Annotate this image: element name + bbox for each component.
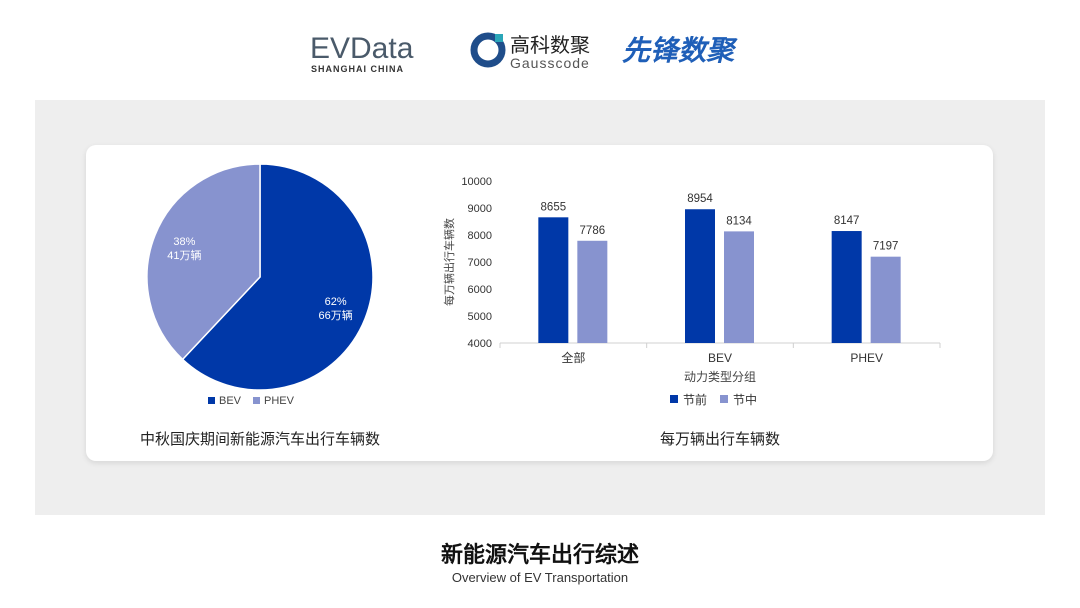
- y-tick-label: 4000: [468, 338, 492, 350]
- legend-label: 节前: [683, 392, 707, 407]
- legend-label: BEV: [219, 395, 242, 407]
- pie-slice-phev: [146, 163, 261, 361]
- svg-text:EVData: EVData: [310, 32, 414, 65]
- pie-label-count: 41万辆: [167, 248, 201, 262]
- pie-slice-bev: [181, 163, 374, 391]
- y-tick-label: 8000: [468, 230, 492, 242]
- x-tick-label: 全部: [561, 350, 585, 365]
- x-tick-label: PHEV: [850, 351, 883, 365]
- bar-value-label: 8134: [726, 215, 752, 227]
- bar-value-label: 7786: [580, 225, 606, 237]
- svg-text:高科数聚: 高科数聚: [510, 34, 590, 57]
- y-tick-label: 6000: [468, 284, 492, 296]
- legend-label: PHEV: [264, 395, 295, 407]
- page-subtitle: Overview of EV Transportation: [451, 570, 629, 585]
- y-tick-label: 7000: [468, 257, 492, 269]
- gausscode-logo: 高科数聚 Gausscode: [470, 32, 590, 71]
- svg-text:SHANGHAI CHINA: SHANGHAI CHINA: [311, 64, 404, 74]
- bar: [685, 209, 715, 343]
- xianfeng-logo: 先锋数聚: [622, 35, 738, 66]
- legend-swatch: [720, 395, 728, 403]
- legend-swatch: [670, 395, 678, 403]
- bar: [870, 256, 901, 343]
- x-axis-title: 动力类型分组: [684, 370, 756, 384]
- bar-value-label: 7197: [873, 241, 899, 253]
- y-tick-label: 10000: [461, 176, 492, 188]
- legend-label: 节中: [733, 392, 757, 407]
- bar-value-label: 8655: [541, 201, 567, 213]
- legend-swatch: [208, 397, 215, 404]
- bar-chart: 4000 5000 6000 7000 8000 9000 10000 全部 8655 7786 B…: [442, 176, 941, 407]
- page-title: 新能源汽车出行综述: [440, 542, 639, 567]
- bar-caption: 每万辆出行车辆数: [659, 431, 780, 448]
- y-tick-label: 5000: [468, 311, 492, 323]
- pie-label-percent: 38%: [173, 236, 195, 248]
- bar: [577, 240, 608, 343]
- pie-chart: 62%66万辆 38%41万辆 BEV PHEV: [146, 163, 374, 407]
- legend-swatch: [253, 397, 260, 404]
- bar: [831, 231, 862, 343]
- bar-value-label: 8147: [834, 215, 860, 227]
- evdata-logo: EVData SHANGHAI CHINA: [310, 32, 414, 74]
- pie-caption: 中秋国庆期间新能源汽车出行车辆数: [139, 431, 380, 448]
- y-axis-title: 每万辆出行车辆数: [442, 218, 456, 306]
- bar: [724, 231, 754, 343]
- bar-value-label: 8954: [687, 193, 713, 205]
- svg-text:Gausscode: Gausscode: [510, 55, 590, 71]
- logo-bar: EVData SHANGHAI CHINA 高科数聚 Gausscode 先锋数…: [310, 32, 738, 74]
- bar: [538, 217, 569, 343]
- x-tick-label: BEV: [708, 351, 732, 365]
- pie-label-percent: 62%: [325, 296, 347, 308]
- pie-label-count: 66万辆: [319, 308, 353, 322]
- y-tick-label: 9000: [468, 203, 492, 215]
